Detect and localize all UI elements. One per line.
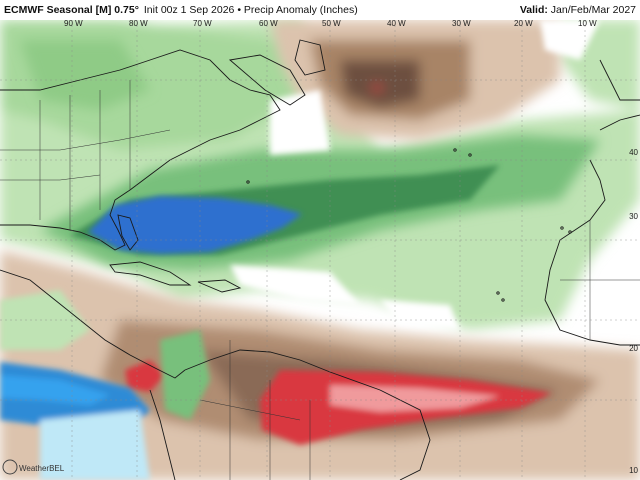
- lat-label-40: 40: [629, 148, 638, 157]
- logo-text: WeatherBELL: [19, 464, 64, 473]
- lon-label-50w: 50 W: [322, 19, 341, 28]
- separator-bullet: •: [237, 4, 244, 16]
- lat-label-30: 30: [629, 212, 638, 221]
- lon-label-40w: 40 W: [387, 19, 406, 28]
- lon-label-60w: 60 W: [259, 19, 278, 28]
- valid-label: Valid:: [519, 4, 548, 16]
- init-and-product: Init 00z 1 Sep 2026 • Precip Anomaly (In…: [144, 4, 358, 16]
- very-wet-core: [88, 196, 302, 254]
- very-dry-core: [125, 360, 552, 445]
- init-time: Init 00z 1 Sep 2026: [143, 4, 235, 16]
- valid-period: Valid: Jan/Feb/Mar 2027: [520, 4, 636, 16]
- lon-label-80w: 80 W: [129, 19, 148, 28]
- lon-label-30w: 30 W: [452, 19, 471, 28]
- political-borders: [0, 80, 640, 480]
- neutral-areas: [230, 20, 600, 330]
- lon-label-70w: 70 W: [193, 19, 212, 28]
- map-header: ECMWF Seasonal [M] 0.75° Init 00z 1 Sep …: [0, 0, 640, 20]
- very-wet-pacific-band: [0, 362, 150, 480]
- lat-label-10: 10: [629, 466, 638, 475]
- model-title: ECMWF Seasonal [M] 0.75°: [4, 4, 139, 16]
- lon-label-20w: 20 W: [514, 19, 533, 28]
- lon-label-10w: 10 W: [578, 19, 597, 28]
- lon-label-90w: 90 W: [64, 19, 83, 28]
- weatherbell-logo-icon: WeatherBELL: [2, 459, 69, 480]
- lat-label-20: 20: [629, 344, 638, 353]
- graticule: [0, 20, 640, 480]
- product-name: Precip Anomaly (Inches): [243, 4, 358, 16]
- valid-value: Jan/Feb/Mar 2027: [550, 4, 636, 16]
